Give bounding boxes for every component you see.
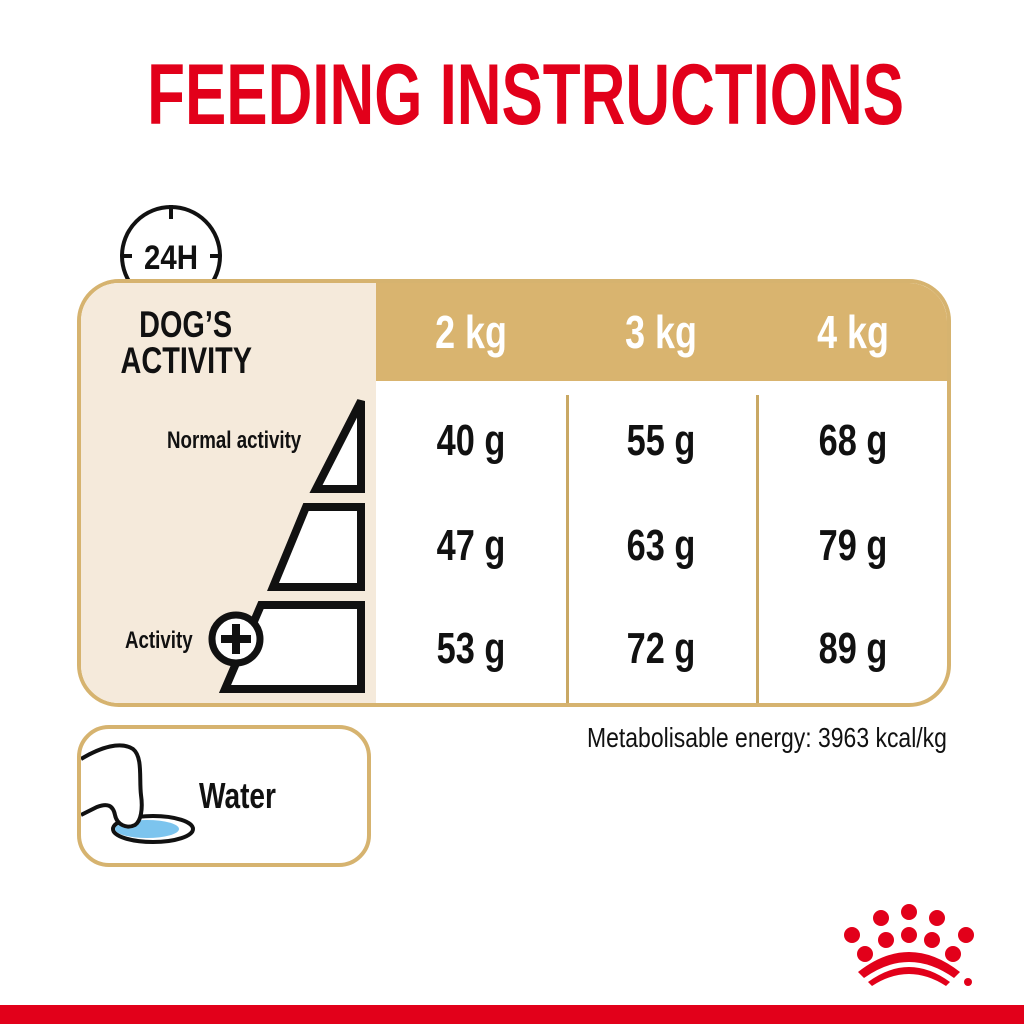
feeding-table: DOG’S ACTIVITY Normal activity Activity …: [77, 279, 951, 707]
activity-label: Activity: [125, 627, 193, 654]
table-cell: 53 g: [436, 624, 506, 673]
water-box: Water: [77, 725, 371, 867]
table-cell: 40 g: [436, 416, 506, 465]
table-cell: 47 g: [436, 521, 506, 570]
table-cell: 63 g: [626, 521, 696, 570]
table-cell: 55 g: [626, 416, 696, 465]
activity-level-icon: [208, 399, 365, 693]
table-cell: 89 g: [818, 624, 888, 673]
normal-activity-label: Normal activity: [167, 427, 302, 454]
weight-header-row: 2 kg 3 kg 4 kg: [376, 283, 947, 381]
activity-header: DOG’S ACTIVITY: [120, 304, 252, 381]
clock-label: 24H: [144, 239, 198, 277]
column-header: 4 kg: [817, 306, 889, 358]
table-cell: 72 g: [626, 624, 696, 673]
table-cell: 79 g: [818, 521, 888, 570]
royal-canin-logo: [844, 904, 974, 986]
table-cell: 68 g: [818, 416, 888, 465]
column-divider: [756, 395, 759, 703]
water-label: Water: [199, 775, 276, 816]
footer-bar: [0, 1005, 1024, 1024]
column-header: 2 kg: [435, 306, 507, 358]
dog-drinking-icon: [81, 743, 195, 844]
column-header: 3 kg: [625, 306, 697, 358]
page-title: FEEDING INSTRUCTIONS: [147, 47, 904, 143]
activity-column: DOG’S ACTIVITY Normal activity Activity: [81, 283, 376, 703]
energy-info: Metabolisable energy: 3963 kcal/kg: [587, 722, 947, 753]
column-divider: [566, 395, 569, 703]
